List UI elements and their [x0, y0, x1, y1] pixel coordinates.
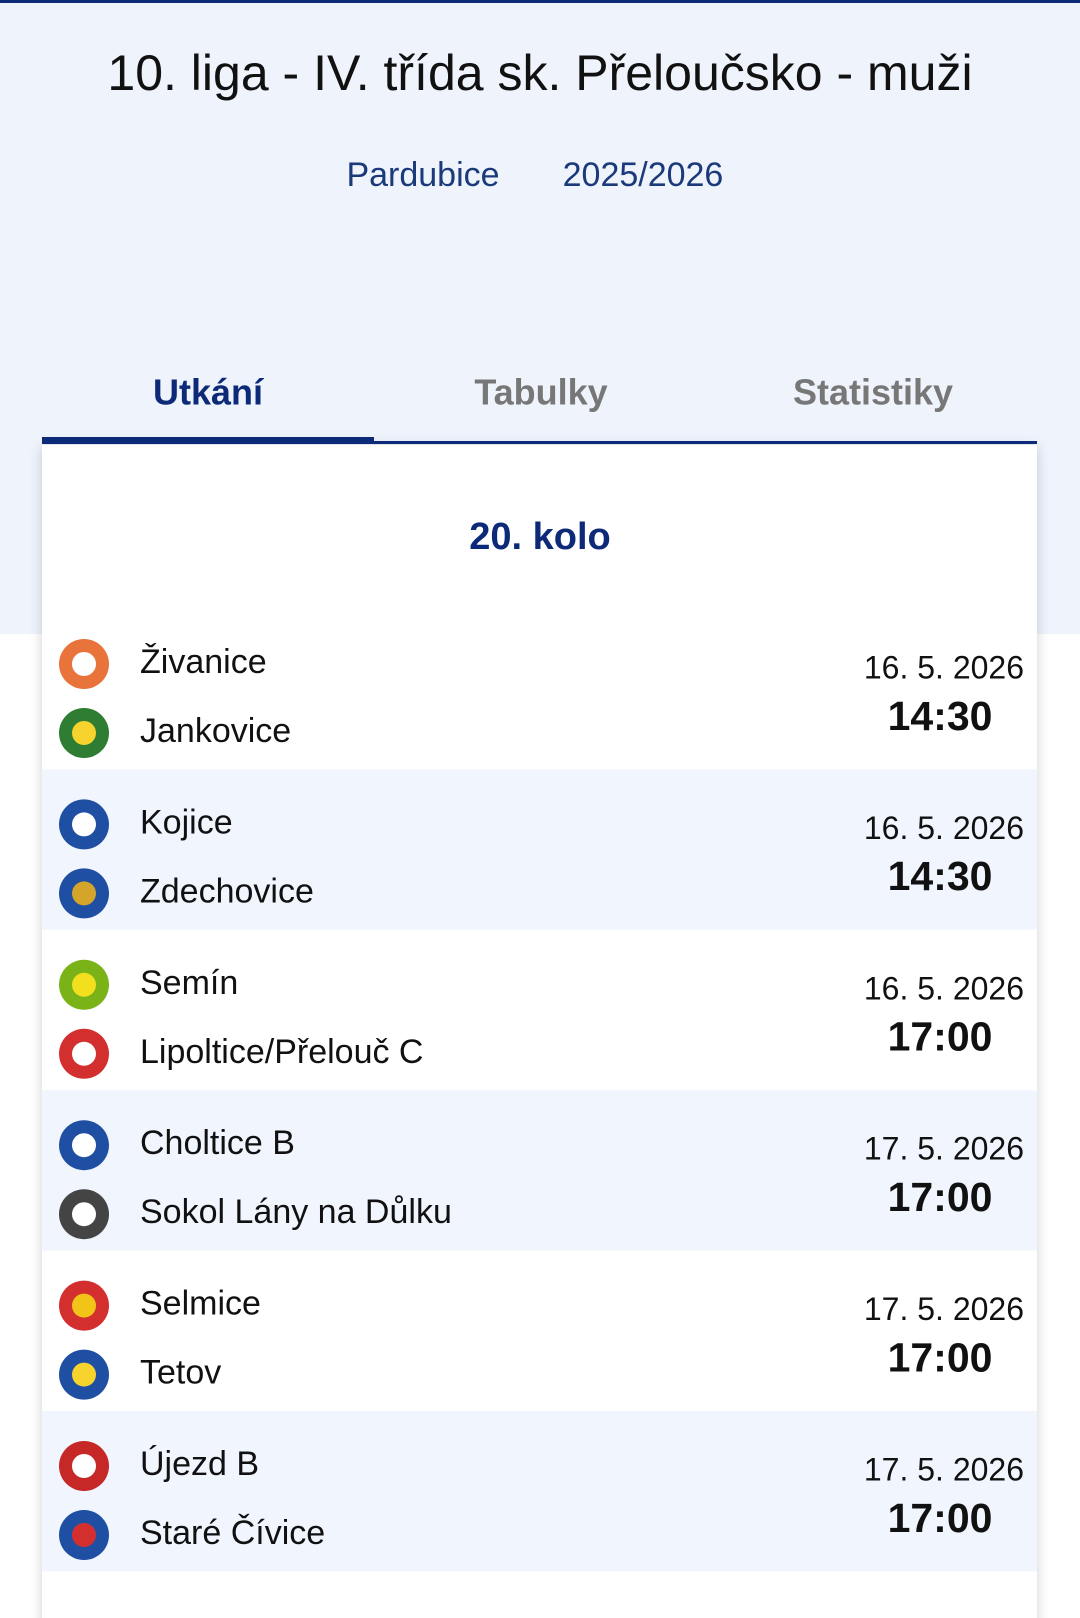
tabs: Utkání Tabulky Statistiky: [153, 372, 953, 413]
match-date: 17. 5. 2026: [864, 1131, 1024, 1167]
team-name: Živanice: [140, 643, 267, 681]
league-title: 10. liga - IV. třída sk. Přeloučsko - mu…: [107, 45, 972, 101]
team-logo-inner: [72, 1202, 96, 1227]
match-time: 14:30: [888, 693, 993, 739]
row-bg: [42, 1411, 1037, 1572]
team-logo-inner: [72, 812, 96, 837]
team-name: Lipoltice/Přelouč C: [140, 1033, 423, 1071]
match-date: 16. 5. 2026: [864, 970, 1024, 1006]
match-date: 17. 5. 2026: [864, 1451, 1024, 1487]
team-name: Tetov: [140, 1354, 221, 1392]
team-logo-inner: [72, 1362, 96, 1387]
match-time: 14:30: [888, 853, 993, 899]
tab[interactable]: Utkání: [153, 372, 264, 413]
region: Pardubice: [346, 156, 499, 194]
team-logo-inner: [72, 1293, 96, 1318]
team-name: Selmice: [140, 1285, 261, 1323]
team-name: Kojice: [140, 803, 233, 841]
tab[interactable]: Tabulky: [474, 372, 607, 413]
team-logo-inner: [72, 652, 96, 676]
team-logo-inner: [72, 1041, 96, 1066]
team-logo-inner: [72, 972, 96, 997]
team-name: Sokol Lány na Důlku: [140, 1193, 452, 1231]
team-logo-inner: [72, 721, 96, 745]
tab[interactable]: Statistiky: [793, 372, 953, 413]
row-bg: [42, 609, 1037, 770]
team-name: Choltice B: [140, 1124, 295, 1162]
match-row[interactable]: Semín Lipoltice/Přelouč C 16. 5. 2026 17:00: [42, 929, 1037, 1091]
match-time: 17:00: [888, 1334, 993, 1380]
match-row[interactable]: Choltice B Sokol Lány na Důlku 17. 5. 2026…: [42, 1090, 1037, 1251]
match-time: 17:00: [888, 1495, 993, 1541]
team-name: Újezd B: [140, 1445, 259, 1483]
team-name: Staré Čívice: [140, 1514, 325, 1552]
tab-line: [42, 441, 1037, 444]
match-row[interactable]: Selmice Tetov 17. 5. 2026 17:00: [42, 1250, 1037, 1411]
active-tab-indicator: [42, 437, 374, 444]
top-border: [0, 0, 1080, 3]
match-date: 17. 5. 2026: [864, 1291, 1024, 1327]
row-bg: [42, 1250, 1037, 1411]
season: 2025/2026: [563, 156, 724, 194]
team-name: Semín: [140, 964, 238, 1002]
row-bg: [42, 929, 1037, 1091]
match-date: 16. 5. 2026: [864, 810, 1024, 846]
round-title: 20. kolo: [469, 516, 611, 558]
match-date: 16. 5. 2026: [864, 649, 1024, 685]
row-bg: [42, 769, 1037, 930]
match-time: 17:00: [888, 1014, 993, 1060]
team-logo-inner: [72, 1454, 96, 1478]
matches: Živanice Jankovice 16. 5. 2026 14:30 Kojice Z…: [42, 609, 1037, 1572]
match-time: 17:00: [888, 1174, 993, 1220]
team-logo-inner: [72, 881, 96, 906]
team-name: Jankovice: [140, 712, 291, 750]
team-logo-inner: [72, 1133, 96, 1158]
match-row[interactable]: Újezd B Staré Čívice 17. 5. 2026 17:00: [42, 1411, 1037, 1572]
match-row[interactable]: Kojice Zdechovice 16. 5. 2026 14:30: [42, 769, 1037, 930]
row-bg: [42, 1090, 1037, 1251]
team-name: Zdechovice: [140, 872, 314, 910]
match-row[interactable]: Živanice Jankovice 16. 5. 2026 14:30: [42, 609, 1037, 770]
team-logo-inner: [72, 1523, 96, 1547]
